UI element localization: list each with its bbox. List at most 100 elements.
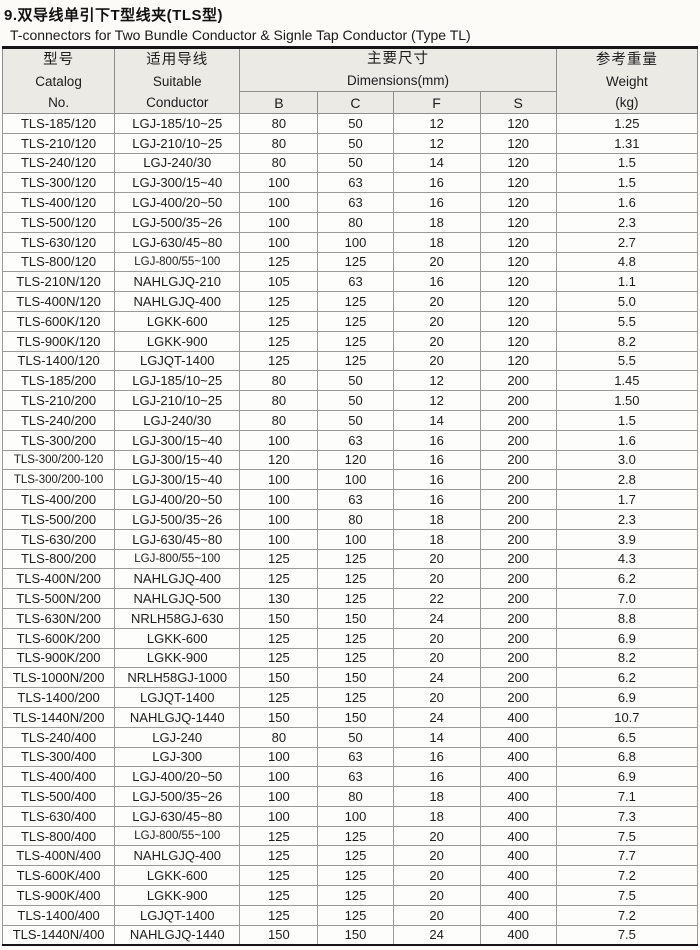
cell-suitable_conductor: LGJ-630/45~80 — [114, 805, 241, 827]
cell-s: 120 — [479, 113, 557, 134]
cell-c: 50 — [317, 113, 394, 134]
cell-suitable_conductor: NAHLGJQ-400 — [114, 568, 241, 590]
cell-b: 100 — [239, 429, 319, 451]
cell-b: 80 — [239, 409, 319, 431]
table-row: TLS-240/120 LGJ-240/30 80 50 14 120 1.5 — [1, 152, 699, 174]
cell-weight_kg: 7.1 — [555, 786, 699, 807]
cell-catalog_no: TLS-240/120 — [1, 152, 116, 174]
table-row: TLS-630/400 LGJ-630/45~80 100 100 18 400 7.3 — [1, 805, 699, 827]
cell-catalog_no: TLS-600K/200 — [1, 627, 116, 649]
cell-catalog_no: TLS-630N/200 — [1, 607, 116, 629]
cell-c: 50 — [317, 390, 394, 411]
cell-catalog_no: TLS-300/200-120 — [1, 449, 116, 471]
cell-c: 125 — [317, 291, 394, 312]
cell-f: 14 — [392, 409, 481, 431]
spec-table: 型号 Catalog No. 适用导线 Suitable Conductor 主… — [1, 46, 699, 946]
cell-c: 125 — [317, 845, 394, 867]
cell-c: 100 — [317, 469, 394, 491]
cell-catalog_no: TLS-400/400 — [1, 766, 116, 788]
cell-catalog_no: TLS-900K/200 — [1, 647, 116, 669]
cell-b: 100 — [239, 192, 319, 213]
cell-b: 100 — [239, 508, 319, 530]
cell-weight_kg: 5.5 — [555, 310, 699, 332]
cell-weight_kg: 5.0 — [555, 291, 699, 312]
cell-catalog_no: TLS-800/120 — [1, 251, 116, 273]
table-row: TLS-210/200 LGJ-210/10~25 80 50 12 200 1.50 — [1, 390, 699, 411]
cell-weight_kg: 7.2 — [555, 904, 699, 926]
cell-b: 105 — [239, 271, 319, 293]
cell-suitable_conductor: LGJ-300/15~40 — [114, 449, 241, 471]
table-row: TLS-1400/120 LGJQT-1400 125 125 20 120 5.5 — [1, 350, 699, 372]
cell-b: 125 — [239, 330, 319, 352]
cell-f: 16 — [392, 271, 481, 293]
cell-suitable_conductor: LGJ-400/20~50 — [114, 766, 241, 788]
cell-b: 125 — [239, 568, 319, 590]
cell-s: 200 — [479, 627, 557, 649]
cell-c: 63 — [317, 429, 394, 451]
cell-f: 18 — [392, 231, 481, 253]
cell-catalog_no: TLS-210N/120 — [1, 271, 116, 293]
cell-f: 20 — [392, 647, 481, 669]
cell-c: 125 — [317, 350, 394, 372]
cell-catalog_no: TLS-300/200 — [1, 429, 116, 451]
cell-suitable_conductor: NAHLGJQ-210 — [114, 271, 241, 293]
cell-f: 14 — [392, 152, 481, 174]
header-suitable-conductor: 适用导线 Suitable Conductor — [114, 47, 241, 114]
cell-f: 16 — [392, 429, 481, 451]
cell-catalog_no: TLS-185/120 — [1, 113, 116, 134]
cell-b: 80 — [239, 390, 319, 411]
cell-suitable_conductor: LGJ-500/35~26 — [114, 211, 241, 233]
cell-weight_kg: 1.25 — [555, 113, 699, 134]
cell-weight_kg: 2.7 — [555, 231, 699, 253]
cell-s: 200 — [479, 429, 557, 451]
cell-f: 16 — [392, 469, 481, 491]
table-row: TLS-300/200-120 LGJ-300/15~40 120 120 16 200 3… — [1, 449, 699, 471]
cell-f: 20 — [392, 251, 481, 273]
table-row: TLS-900K/120 LGKK-900 125 125 20 120 8.2 — [1, 330, 699, 352]
cell-f: 16 — [392, 192, 481, 213]
cell-weight_kg: 7.5 — [555, 885, 699, 906]
cell-suitable_conductor: LGJ-400/20~50 — [114, 192, 241, 213]
cell-weight_kg: 2.8 — [555, 469, 699, 491]
cell-c: 50 — [317, 370, 394, 392]
cell-catalog_no: TLS-300/120 — [1, 172, 116, 194]
cell-s: 400 — [479, 825, 557, 847]
cell-b: 80 — [239, 113, 319, 134]
cell-s: 200 — [479, 528, 557, 550]
table-row: TLS-630/200 LGJ-630/45~80 100 100 18 200 3.9 — [1, 528, 699, 550]
cell-weight_kg: 8.8 — [555, 607, 699, 629]
cell-suitable_conductor: LGJ-500/35~26 — [114, 508, 241, 530]
table-row: TLS-400N/400 NAHLGJQ-400 125 125 20 400 7.7 — [1, 845, 699, 867]
cell-c: 80 — [317, 786, 394, 807]
cell-s: 200 — [479, 548, 557, 570]
cell-b: 125 — [239, 291, 319, 312]
cell-catalog_no: TLS-240/200 — [1, 409, 116, 431]
cell-weight_kg: 1.1 — [555, 271, 699, 293]
cell-b: 125 — [239, 825, 319, 847]
cell-weight_kg: 7.5 — [555, 924, 699, 945]
cell-s: 200 — [479, 607, 557, 629]
cell-b: 80 — [239, 726, 319, 748]
cell-catalog_no: TLS-1400/400 — [1, 904, 116, 926]
cell-s: 400 — [479, 766, 557, 788]
cell-weight_kg: 7.0 — [555, 588, 699, 609]
cell-c: 120 — [317, 449, 394, 471]
cell-b: 100 — [239, 805, 319, 827]
cell-s: 200 — [479, 588, 557, 609]
cell-weight_kg: 6.2 — [555, 568, 699, 590]
cell-s: 200 — [479, 370, 557, 392]
cell-f: 24 — [392, 706, 481, 728]
cell-catalog_no: TLS-400N/400 — [1, 845, 116, 867]
cell-suitable_conductor: LGJ-800/55~100 — [114, 548, 241, 570]
cell-s: 400 — [479, 845, 557, 867]
cell-f: 12 — [392, 390, 481, 411]
cell-c: 50 — [317, 152, 394, 174]
cell-s: 200 — [479, 647, 557, 669]
cell-f: 20 — [392, 291, 481, 312]
cell-catalog_no: TLS-630/400 — [1, 805, 116, 827]
cell-s: 120 — [479, 310, 557, 332]
cell-c: 125 — [317, 588, 394, 609]
page-title: 9.双导线单引下T型线夹(TLS型) — [4, 7, 223, 24]
cell-c: 125 — [317, 885, 394, 906]
cell-suitable_conductor: LGJ-800/55~100 — [114, 825, 241, 847]
